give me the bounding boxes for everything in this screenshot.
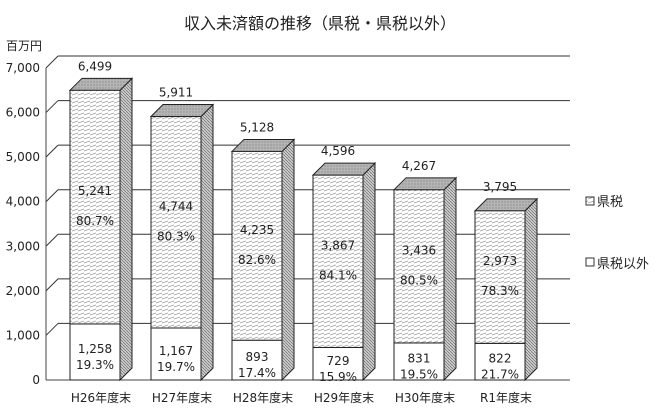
y-tick-label: 3,000: [6, 239, 40, 253]
value-label-non-tax: 4,744: [159, 199, 193, 213]
value-label-tax: 729: [327, 354, 350, 368]
value-label-non-tax: 4,235: [240, 223, 274, 237]
bar-side-face: [524, 197, 538, 382]
total-label: 5,128: [240, 120, 274, 134]
category-label: R1年度末: [480, 390, 532, 405]
y-axis-unit-label: 百万円: [6, 39, 42, 53]
category-label: H29年度末: [314, 390, 374, 405]
value-label-non-tax: 5,241: [78, 184, 112, 198]
bar-segment-non-tax: [150, 116, 202, 329]
total-label: 3,795: [483, 180, 517, 194]
bar-side-face: [200, 103, 214, 382]
legend-label-non-tax: 県税以外: [597, 257, 649, 272]
value-label-tax: 831: [408, 351, 431, 365]
y-axis-ticks: 0 1,000 2,000 3,000 4,000 5,000 6,000 7,000: [6, 61, 40, 387]
percent-label-non-tax: 82.6%: [238, 253, 276, 267]
percent-label-non-tax: 84.1%: [319, 268, 357, 282]
percent-label-non-tax: 80.7%: [76, 214, 114, 228]
bar-segment-non-tax: [231, 150, 283, 341]
bars: 6,499 5,241 80.7% 1,258 19.3% 5,911 4,744 80.3%…: [68, 59, 539, 384]
gridline-depth: [45, 278, 59, 292]
category-label: H30年度末: [395, 390, 455, 405]
gridline-depth: [45, 233, 59, 247]
gridline-depth: [45, 189, 59, 203]
percent-label-non-tax: 78.3%: [481, 284, 519, 298]
bar-segment-non-tax: [474, 210, 526, 344]
bar-side-face: [281, 138, 295, 382]
bar-segment-non-tax: [69, 89, 121, 325]
gridline-depth: [45, 323, 59, 336]
y-tick-label: 4,000: [6, 195, 40, 209]
percent-label-non-tax: 80.3%: [157, 229, 195, 243]
bar-side-face: [119, 77, 133, 382]
y-tick-label: 5,000: [6, 150, 40, 164]
value-label-non-tax: 3,436: [402, 243, 436, 257]
legend-swatch-tax: [585, 257, 595, 267]
total-label: 5,911: [159, 86, 193, 100]
y-tick-label: 7,000: [6, 61, 40, 75]
percent-label-tax: 19.7%: [157, 360, 195, 374]
gridline-depth: [45, 55, 59, 69]
chart-title: 収入未済額の推移（県税・県税以外）: [184, 14, 456, 33]
legend-swatch-non-tax: [585, 196, 595, 206]
percent-label-tax: 21.7%: [481, 368, 519, 382]
y-tick-label: 2,000: [6, 284, 40, 298]
category-label: H28年度末: [233, 390, 293, 405]
percent-label-tax: 17.4%: [238, 366, 276, 380]
bar-side-face: [443, 176, 457, 382]
value-label-tax: 1,258: [78, 342, 112, 356]
percent-label-tax: 19.3%: [76, 358, 114, 372]
value-label-tax: 822: [489, 352, 512, 366]
bar-side-face: [362, 161, 376, 382]
total-label: 4,596: [321, 144, 355, 158]
x-axis-categories: H26年度末 H27年度末 H28年度末 H29年度末 H30年度末 R1年度末: [71, 390, 532, 405]
y-tick-label: 1,000: [6, 328, 40, 342]
gridline-depth: [45, 100, 59, 113]
y-tick-label: 6,000: [6, 106, 40, 120]
category-label: H27年度末: [152, 390, 212, 405]
value-label-non-tax: 3,867: [321, 238, 355, 252]
total-label: 6,499: [78, 59, 112, 73]
percent-label-tax: 19.5%: [400, 367, 438, 381]
value-label-tax: 1,167: [159, 344, 193, 358]
legend: 県税 県税以外: [585, 195, 649, 272]
bar-segment-tax: [69, 323, 121, 381]
value-label-tax: 893: [246, 350, 269, 364]
percent-label-tax: 15.9%: [319, 370, 357, 384]
total-label: 4,267: [402, 159, 436, 173]
legend-label-tax: 県税: [597, 195, 623, 210]
category-label: H26年度末: [71, 390, 131, 405]
percent-label-non-tax: 80.5%: [400, 273, 438, 287]
y-tick-label: 0: [32, 373, 40, 387]
bar-segment-non-tax: [393, 189, 445, 344]
bar-segment-tax: [150, 327, 202, 381]
bar-segment-non-tax: [312, 174, 364, 349]
gridline-depth: [45, 144, 59, 158]
value-label-non-tax: 2,973: [483, 254, 517, 268]
bar-segment-tax: [312, 347, 364, 381]
